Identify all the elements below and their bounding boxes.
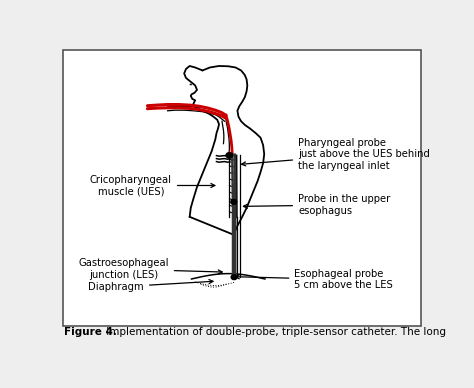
Text: Gastroesophageal
junction (LES): Gastroesophageal junction (LES) — [78, 258, 222, 280]
Text: Figure 4.: Figure 4. — [64, 327, 117, 338]
Circle shape — [231, 199, 237, 204]
Circle shape — [231, 275, 237, 280]
Text: Cricopharyngeal
muscle (UES): Cricopharyngeal muscle (UES) — [90, 175, 215, 196]
Text: Probe in the upper
esophagus: Probe in the upper esophagus — [244, 194, 390, 216]
FancyBboxPatch shape — [63, 50, 421, 326]
Circle shape — [226, 152, 233, 158]
Text: Esophageal probe
5 cm above the LES: Esophageal probe 5 cm above the LES — [236, 269, 393, 290]
Text: Diaphragm: Diaphragm — [88, 280, 213, 292]
Text: Pharyngeal probe
just above the UES behind
the laryngeal inlet: Pharyngeal probe just above the UES behi… — [242, 137, 430, 171]
Text: Implementation of double-probe, triple-sensor catheter. The long: Implementation of double-probe, triple-s… — [103, 327, 447, 338]
